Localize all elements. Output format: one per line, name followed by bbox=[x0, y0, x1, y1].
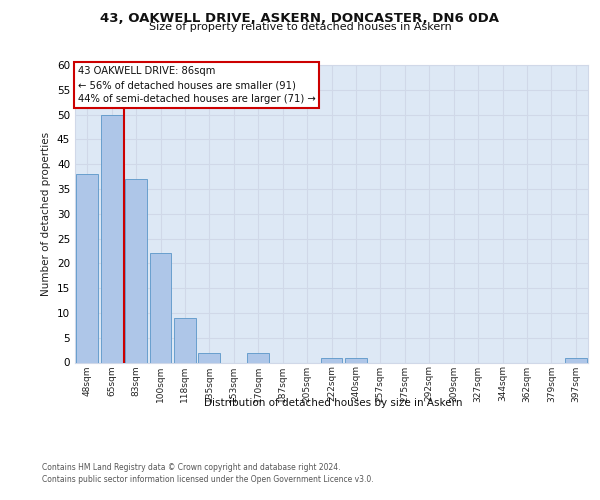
Bar bbox=[345, 358, 367, 362]
Text: Contains public sector information licensed under the Open Government Licence v3: Contains public sector information licen… bbox=[42, 474, 374, 484]
Bar bbox=[565, 358, 587, 362]
Bar bbox=[76, 174, 98, 362]
Text: 43, OAKWELL DRIVE, ASKERN, DONCASTER, DN6 0DA: 43, OAKWELL DRIVE, ASKERN, DONCASTER, DN… bbox=[101, 12, 499, 26]
Bar bbox=[149, 254, 172, 362]
Text: Size of property relative to detached houses in Askern: Size of property relative to detached ho… bbox=[149, 22, 451, 32]
Text: 43 OAKWELL DRIVE: 86sqm
← 56% of detached houses are smaller (91)
44% of semi-de: 43 OAKWELL DRIVE: 86sqm ← 56% of detache… bbox=[77, 66, 316, 104]
Y-axis label: Number of detached properties: Number of detached properties bbox=[41, 132, 52, 296]
Bar bbox=[101, 114, 122, 362]
Text: Distribution of detached houses by size in Askern: Distribution of detached houses by size … bbox=[204, 398, 462, 407]
Text: Contains HM Land Registry data © Crown copyright and database right 2024.: Contains HM Land Registry data © Crown c… bbox=[42, 464, 341, 472]
Bar bbox=[125, 179, 147, 362]
Bar bbox=[199, 352, 220, 362]
Bar bbox=[247, 352, 269, 362]
Bar bbox=[174, 318, 196, 362]
Bar bbox=[320, 358, 343, 362]
